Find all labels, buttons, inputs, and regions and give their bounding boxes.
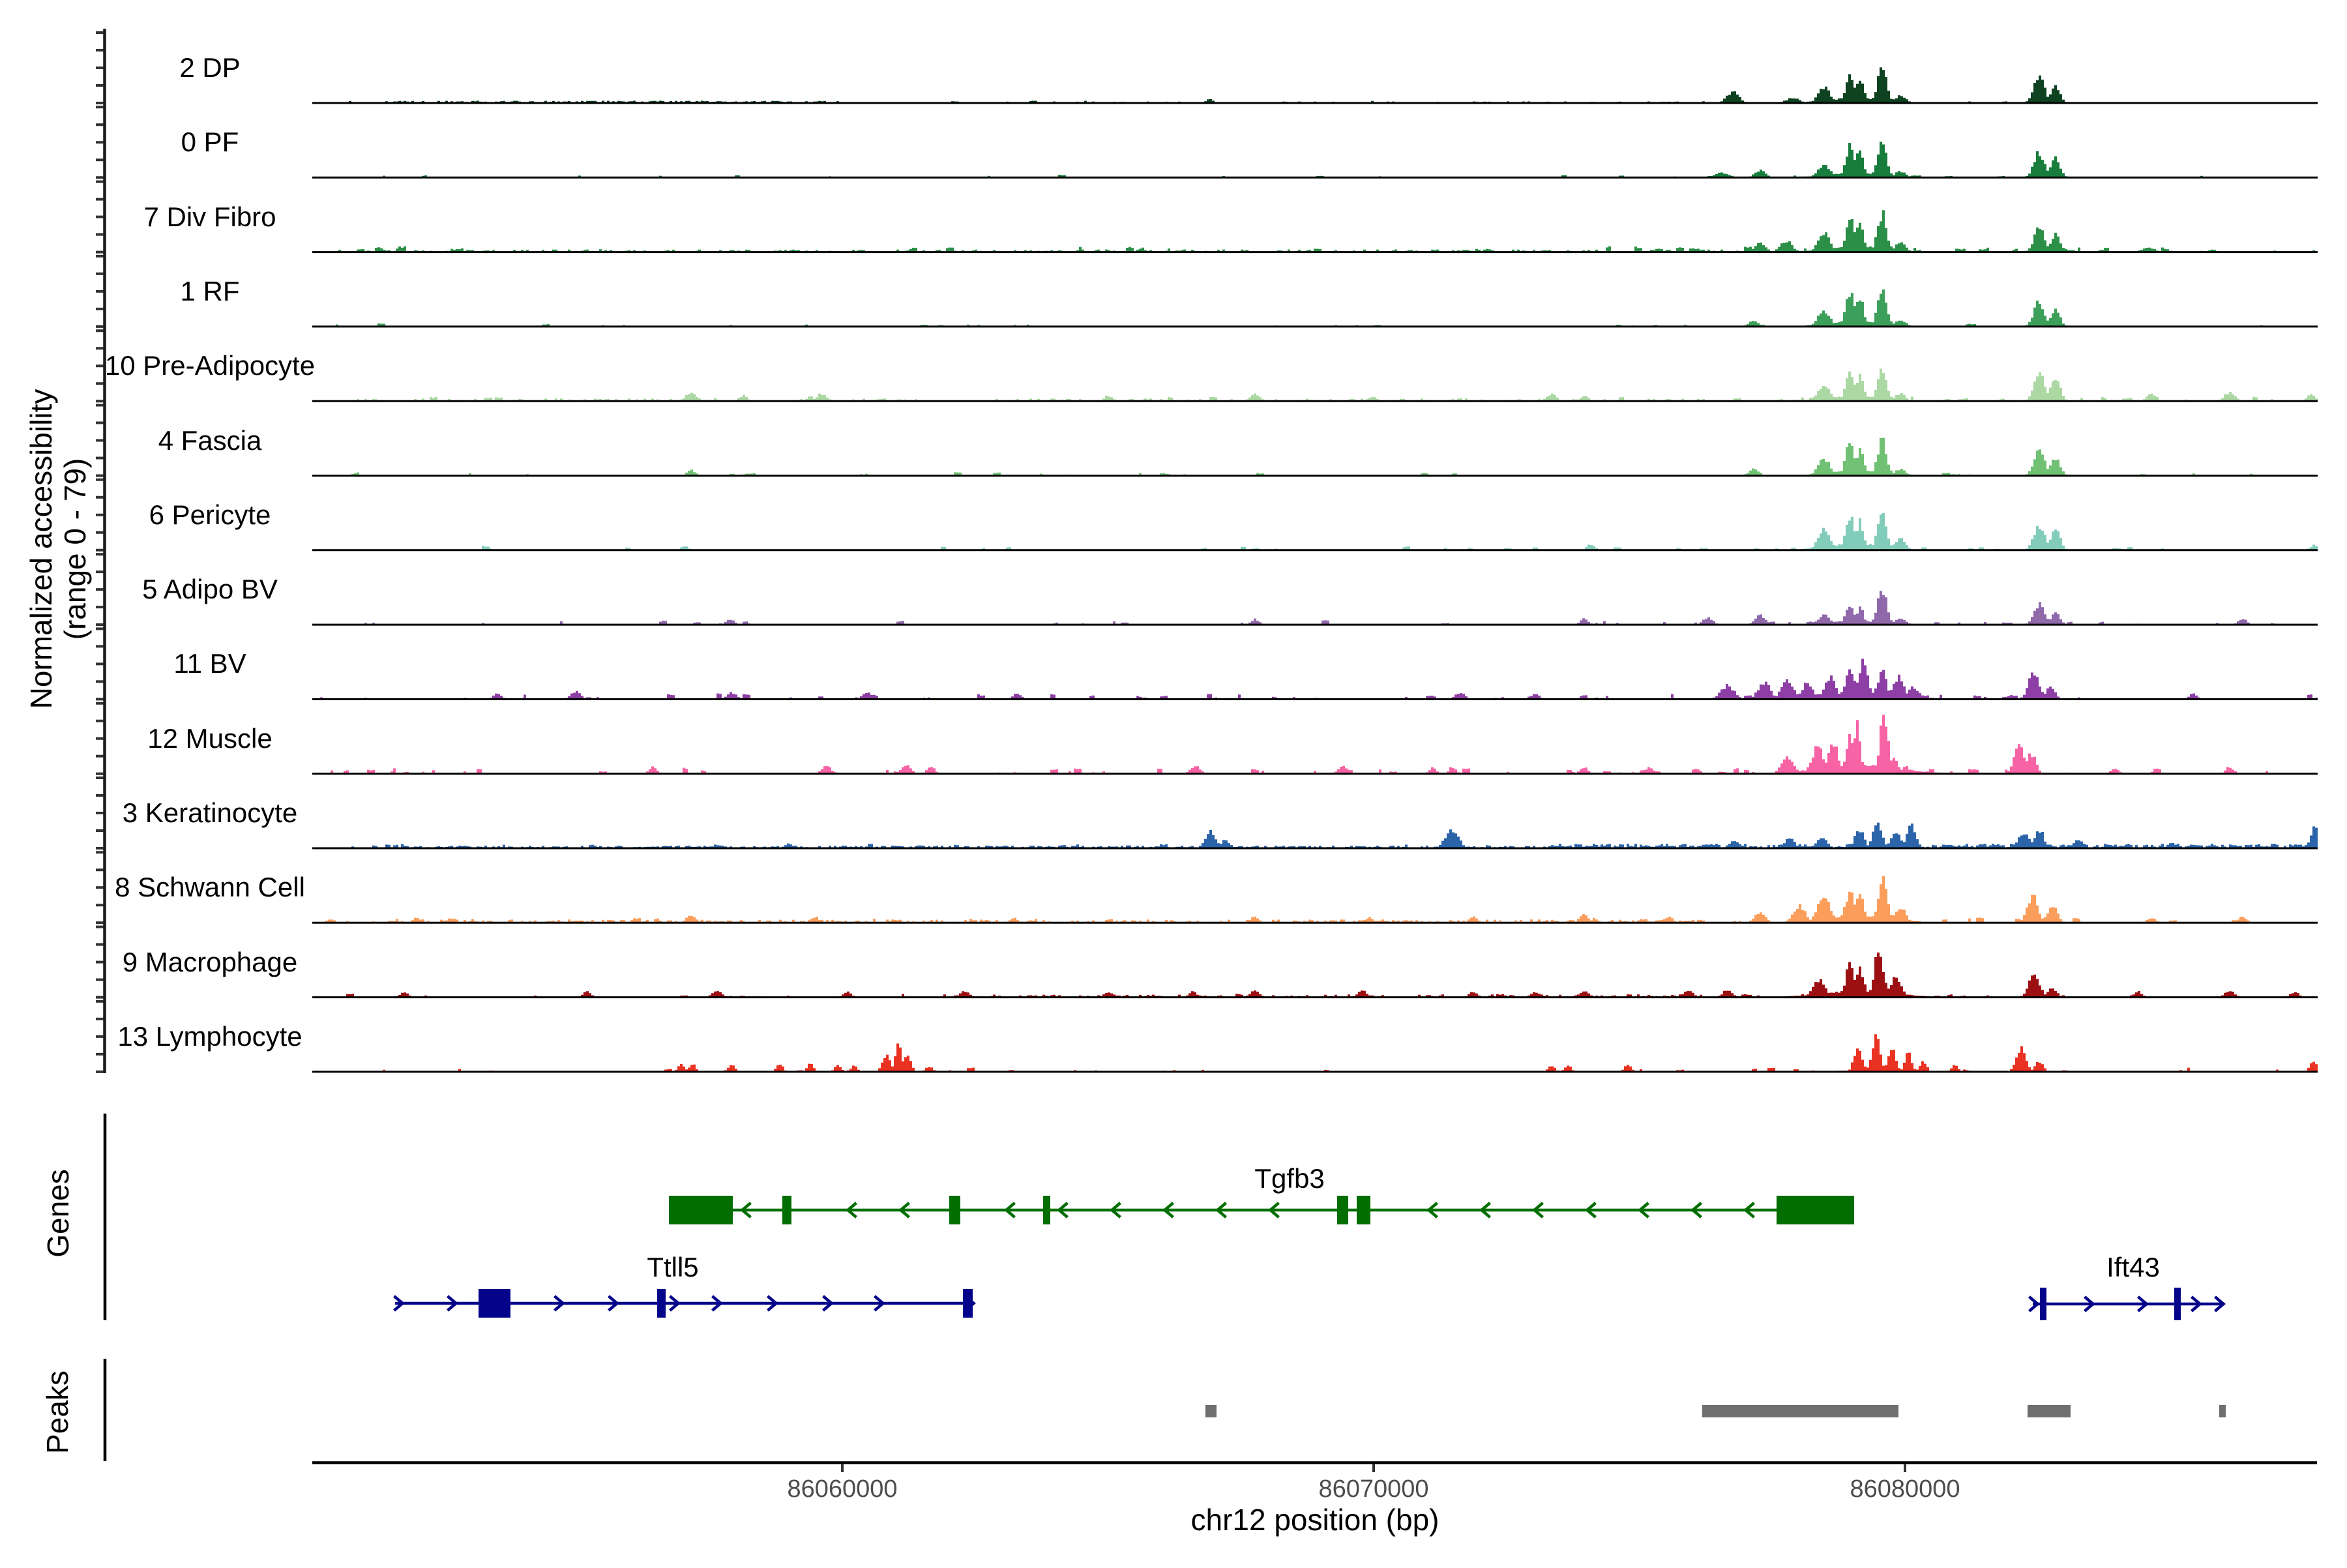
svg-text:5 Adipo BV: 5 Adipo BV [142,574,278,604]
svg-text:7 Div Fibro: 7 Div Fibro [143,201,276,232]
svg-text:86070000: 86070000 [1318,1475,1428,1503]
svg-text:chr12 position (bp): chr12 position (bp) [1191,1503,1439,1537]
svg-text:(range 0 - 79): (range 0 - 79) [58,458,92,640]
svg-text:86080000: 86080000 [1850,1475,1960,1503]
svg-text:1 RF: 1 RF [180,276,239,306]
svg-text:4 Fascia: 4 Fascia [158,425,262,456]
svg-text:3 Keratinocyte: 3 Keratinocyte [123,797,298,828]
svg-text:Genes: Genes [41,1169,75,1258]
svg-text:Peaks: Peaks [40,1370,74,1454]
svg-text:13 Lymphocyte: 13 Lymphocyte [117,1021,302,1052]
svg-text:0 PF: 0 PF [181,126,239,157]
svg-text:12 Muscle: 12 Muscle [147,723,272,754]
svg-text:86060000: 86060000 [787,1475,897,1503]
svg-text:8 Schwann Cell: 8 Schwann Cell [115,872,305,902]
svg-text:11 BV: 11 BV [173,648,246,679]
svg-text:Normalized accessibility: Normalized accessibility [24,389,58,709]
svg-text:Tgfb3: Tgfb3 [1254,1163,1324,1194]
svg-text:6 Pericyte: 6 Pericyte [149,499,271,530]
svg-text:2 DP: 2 DP [179,52,240,83]
svg-text:Ift43: Ift43 [2106,1252,2160,1282]
svg-text:9 Macrophage: 9 Macrophage [123,947,298,977]
svg-text:Ttll5: Ttll5 [647,1252,698,1282]
svg-text:10 Pre-Adipocyte: 10 Pre-Adipocyte [105,350,315,381]
